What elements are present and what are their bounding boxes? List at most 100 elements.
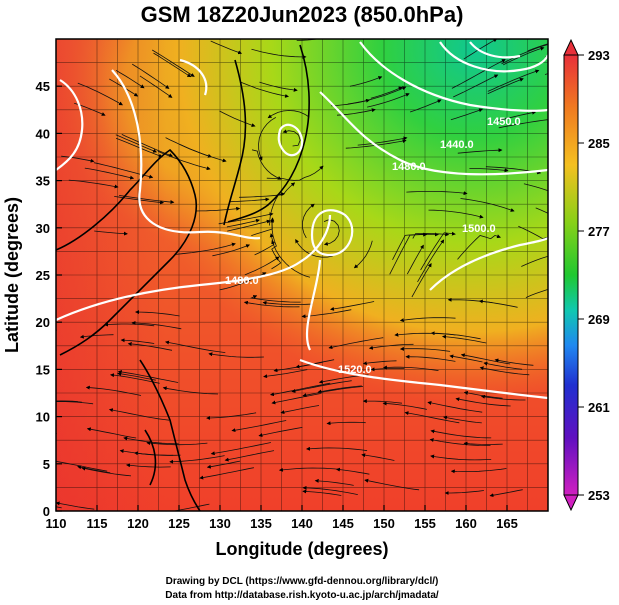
streamline	[409, 99, 442, 113]
streamline	[460, 198, 515, 212]
x-axis: 110 115 120 125 130 135 140 145 150 155 160 165	[46, 505, 518, 531]
x-axis-title: Longitude (degrees)	[215, 539, 388, 559]
streamline	[117, 370, 179, 383]
x-tick-label: 130	[209, 516, 231, 531]
streamline	[330, 301, 375, 311]
streamline	[240, 81, 289, 98]
streamline	[527, 43, 548, 52]
streamline	[258, 117, 277, 161]
streamline	[487, 69, 540, 92]
streamline	[206, 460, 241, 469]
credit-line-2: Data from http://database.rish.kyoto-u.a…	[165, 590, 439, 601]
streamline	[127, 341, 173, 351]
streamline	[428, 209, 484, 219]
x-tick-label: 115	[87, 516, 108, 531]
chart-title: GSM 18Z20Jun2023 (850.0hPa)	[141, 2, 464, 27]
x-tick-label: 120	[127, 516, 149, 531]
streamline	[85, 385, 142, 396]
grid-lines	[56, 39, 548, 511]
streamline	[267, 110, 310, 119]
streamline	[494, 358, 534, 366]
streamline	[135, 310, 180, 317]
streamline	[427, 401, 483, 413]
svg-text:1480.0: 1480.0	[392, 161, 426, 173]
streamline	[302, 386, 364, 398]
streamline	[444, 490, 484, 495]
streamline	[411, 263, 432, 298]
svg-text:1440.0: 1440.0	[440, 139, 474, 151]
streamline	[443, 415, 482, 424]
streamline	[162, 386, 219, 395]
streamline	[157, 151, 211, 171]
streamline	[108, 408, 170, 421]
streamline	[460, 353, 511, 365]
streamline	[362, 399, 403, 404]
svg-text:1480.0: 1480.0	[225, 275, 259, 287]
streamline	[451, 59, 506, 89]
streamline	[370, 86, 403, 99]
streamline	[367, 93, 410, 108]
streamline	[219, 110, 256, 128]
streamline	[353, 240, 373, 269]
y-tick-label: 0	[43, 504, 50, 519]
streamline	[412, 232, 450, 239]
streamline	[523, 183, 548, 192]
x-tick-label: 150	[373, 516, 395, 531]
streamline	[146, 441, 208, 446]
streamline	[153, 52, 192, 78]
streamline	[61, 155, 95, 163]
x-tick-label: 165	[496, 516, 518, 531]
streamline	[195, 206, 241, 212]
streamline	[455, 397, 511, 407]
streamline	[469, 168, 509, 173]
streamline	[521, 255, 548, 267]
streamline	[81, 466, 132, 477]
streamline	[226, 218, 260, 228]
streamline	[362, 360, 397, 366]
streamline	[175, 242, 236, 255]
streamline	[224, 450, 275, 462]
x-tick-label: 135	[250, 516, 272, 531]
streamline	[206, 412, 257, 420]
streamline	[208, 352, 264, 358]
streamline	[291, 380, 352, 393]
colorbar-tick-label: 285	[588, 136, 610, 151]
streamline	[463, 39, 498, 60]
y-tick-label: 10	[36, 410, 50, 425]
streamline	[231, 420, 287, 433]
streamline	[117, 371, 156, 381]
streamline	[518, 225, 548, 240]
streamline	[404, 411, 460, 424]
streamline	[296, 39, 321, 41]
streamline	[270, 218, 282, 270]
streamline	[430, 454, 492, 461]
y-tick-label: 15	[36, 362, 50, 377]
streamline	[243, 300, 300, 308]
streamline	[86, 427, 137, 439]
x-tick-label: 140	[291, 516, 313, 531]
svg-text:1500.0: 1500.0	[462, 223, 496, 235]
streamline	[370, 367, 405, 372]
streamline	[301, 309, 352, 319]
streamline	[218, 212, 274, 225]
colorbar: 293 285 277 269 261 253	[563, 38, 610, 512]
streamline	[442, 334, 487, 344]
y-tick-label: 40	[36, 126, 50, 141]
colorbar-tick-label: 253	[588, 488, 610, 503]
streamline	[84, 167, 135, 180]
streamline	[262, 300, 313, 305]
streamline	[406, 191, 468, 196]
streamline	[171, 503, 210, 511]
streamline	[179, 143, 227, 163]
streamline	[259, 81, 298, 92]
y-tick-label: 20	[36, 315, 50, 330]
height-contours	[56, 41, 548, 400]
streamline	[430, 429, 492, 439]
streamline	[126, 463, 171, 468]
streamline	[250, 295, 301, 303]
streamline	[271, 239, 311, 278]
streamline	[258, 427, 303, 438]
streamline	[405, 354, 456, 362]
streamline	[323, 219, 340, 246]
